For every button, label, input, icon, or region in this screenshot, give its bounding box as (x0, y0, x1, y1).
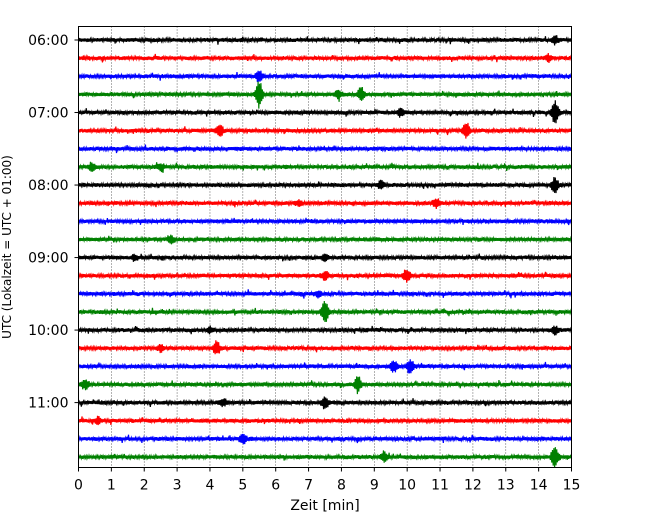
x-tick-label-8: 8 (337, 478, 346, 494)
x-tick-label-14: 14 (530, 478, 548, 494)
x-tick-label-1: 1 (107, 478, 116, 494)
x-tick-label-3: 3 (173, 478, 182, 494)
y-axis-ticks: 06:00 07:00 08:00 09:00 10:00 11:00 (28, 33, 79, 412)
trace-1130 (77, 433, 573, 445)
trace-0630 (77, 70, 573, 83)
trace-0830 (77, 217, 573, 226)
trace-1015 (77, 340, 573, 355)
y-tick-label-2: 08:00 (28, 178, 68, 194)
trace-0900 (77, 253, 573, 263)
x-tick-label-11: 11 (431, 478, 449, 494)
x-tick-label-2: 2 (140, 478, 149, 494)
x-tick-label-7: 7 (304, 478, 313, 494)
trace-1100 (77, 396, 573, 410)
x-tick-label-6: 6 (271, 478, 280, 494)
x-tick-label-10: 10 (398, 478, 416, 494)
trace-1000 (77, 325, 573, 336)
x-tick-label-9: 9 (370, 478, 379, 494)
trace-0930 (77, 289, 573, 299)
trace-0845 (77, 234, 573, 245)
x-tick-label-5: 5 (238, 478, 247, 494)
trace-0745 (77, 161, 573, 173)
x-axis-label: Zeit [min] (290, 498, 359, 514)
trace-1045 (77, 376, 573, 395)
x-tick-label-0: 0 (74, 478, 83, 494)
plot-frame (78, 26, 572, 468)
y-tick-label-5: 11:00 (28, 396, 68, 412)
trace-lines (77, 35, 573, 468)
trace-1115 (77, 415, 573, 426)
trace-0600 (77, 35, 573, 46)
y-tick-label-0: 06:00 (28, 33, 68, 49)
trace-0815 (77, 198, 573, 209)
trace-1145 (77, 447, 573, 468)
trace-0800 (77, 177, 573, 194)
x-tick-label-15: 15 (563, 478, 581, 494)
y-tick-label-4: 10:00 (28, 323, 68, 339)
trace-1030 (77, 359, 573, 374)
trace-0615 (77, 52, 573, 64)
y-tick-label-1: 07:00 (28, 106, 68, 122)
y-tick-label-3: 09:00 (28, 251, 68, 267)
trace-0730 (77, 144, 573, 154)
x-tick-label-13: 13 (497, 478, 515, 494)
trace-0915 (77, 269, 573, 283)
x-axis-ticks: 0 1 2 3 4 5 6 7 8 9 10 11 12 13 14 15 (74, 467, 581, 494)
trace-0645 (77, 81, 573, 109)
x-tick-label-12: 12 (464, 478, 482, 494)
trace-0715 (77, 122, 573, 139)
trace-0945 (77, 301, 573, 323)
y-axis-label: UTC (Lokalzeit = UTC + 01:00) (0, 155, 14, 339)
x-tick-label-4: 4 (206, 478, 215, 494)
trace-0700 (77, 100, 573, 124)
